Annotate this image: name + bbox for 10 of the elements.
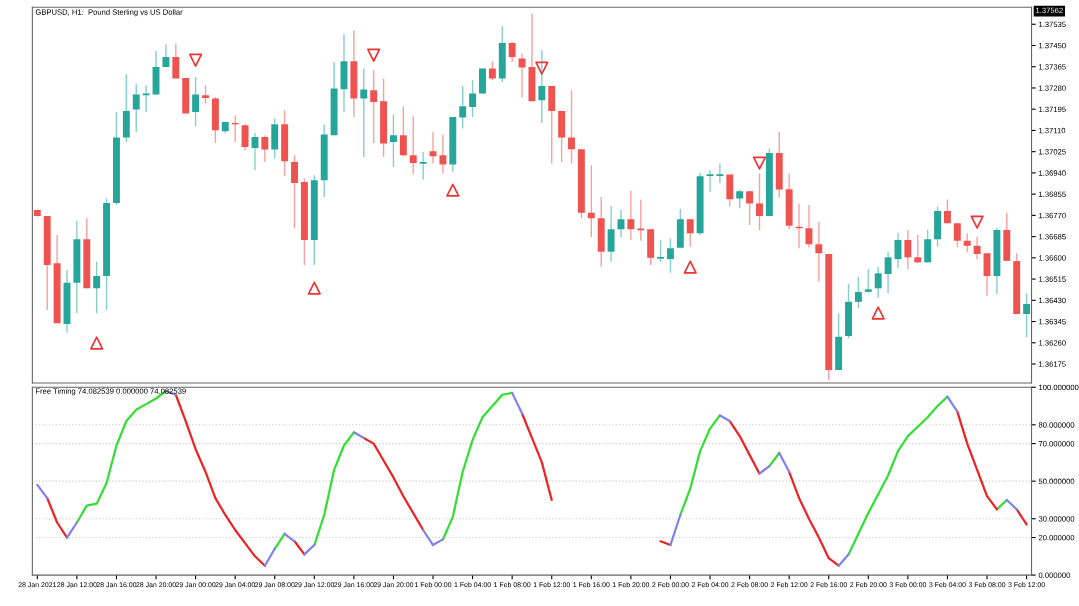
- point: [752, 156, 767, 170]
- point: [90, 336, 104, 350]
- point: [970, 215, 984, 229]
- point: [871, 306, 885, 320]
- point: [535, 61, 549, 75]
- point: [188, 53, 203, 67]
- point: [683, 260, 697, 274]
- point: [367, 48, 381, 62]
- point: [307, 281, 321, 295]
- point: [446, 183, 460, 197]
